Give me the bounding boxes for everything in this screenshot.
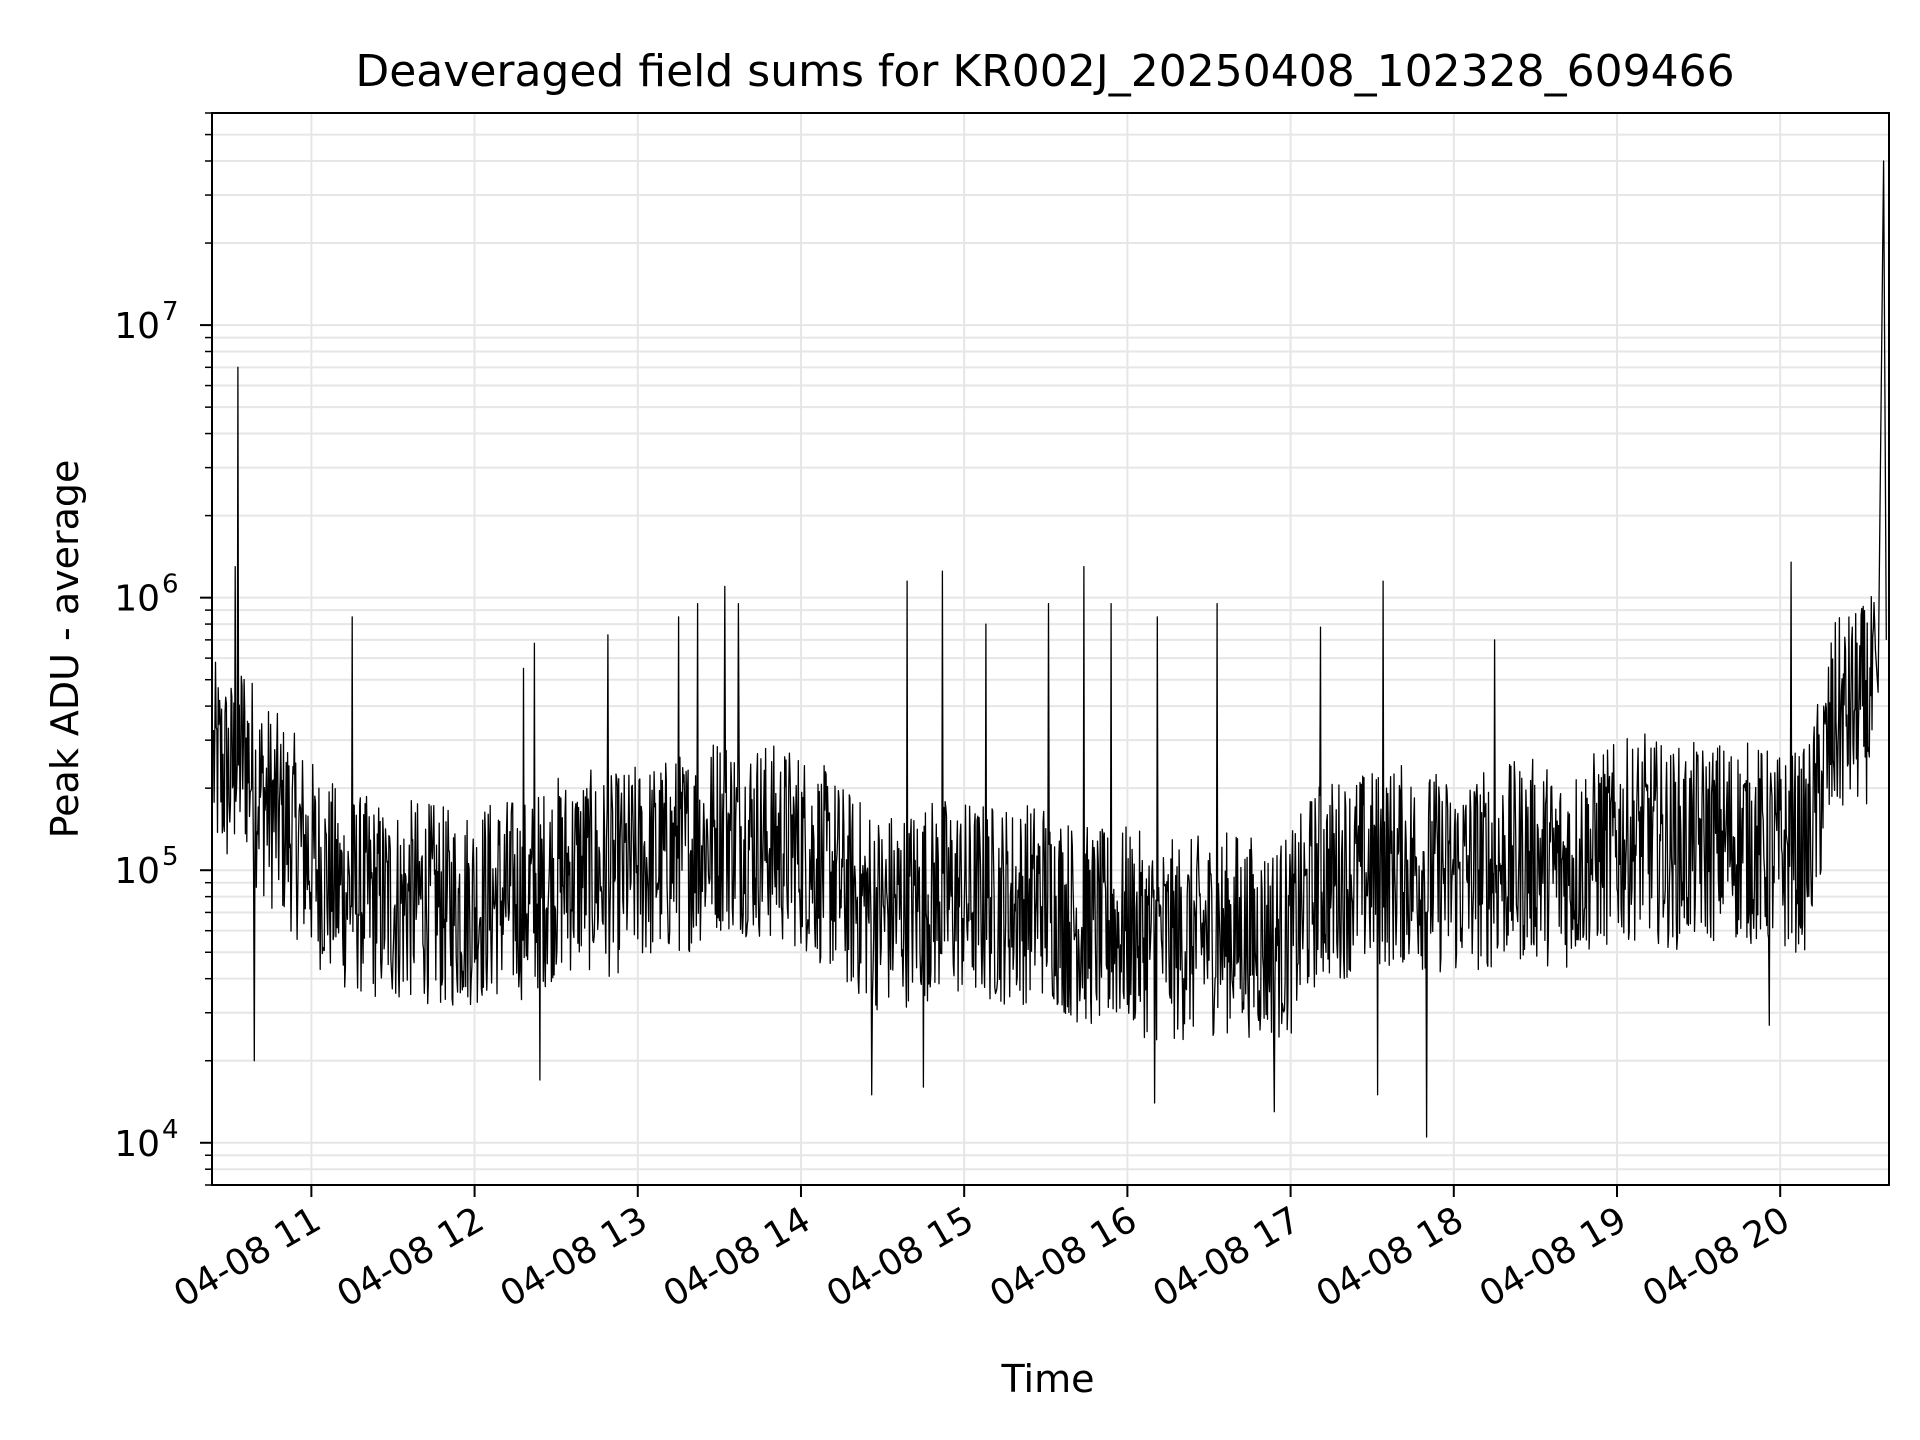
y-tick-label: 10 bbox=[114, 1124, 160, 1165]
y-tick-exponent: 4 bbox=[162, 1115, 179, 1145]
x-axis-label: Time bbox=[1001, 1357, 1095, 1401]
y-tick-label: 10 bbox=[114, 579, 160, 620]
y-tick-exponent: 6 bbox=[162, 570, 179, 600]
y-tick-label: 10 bbox=[114, 851, 160, 892]
y-tick-label: 10 bbox=[114, 306, 160, 347]
y-axis-label: Peak ADU - average bbox=[43, 460, 87, 839]
y-tick-exponent: 5 bbox=[162, 842, 179, 872]
chart-title: Deaveraged field sums for KR002J_2025040… bbox=[355, 46, 1734, 97]
series-line bbox=[212, 160, 1887, 1138]
y-tick-exponent: 7 bbox=[162, 297, 179, 327]
series-path bbox=[212, 160, 1887, 1138]
plot-frame bbox=[211, 112, 1890, 1186]
